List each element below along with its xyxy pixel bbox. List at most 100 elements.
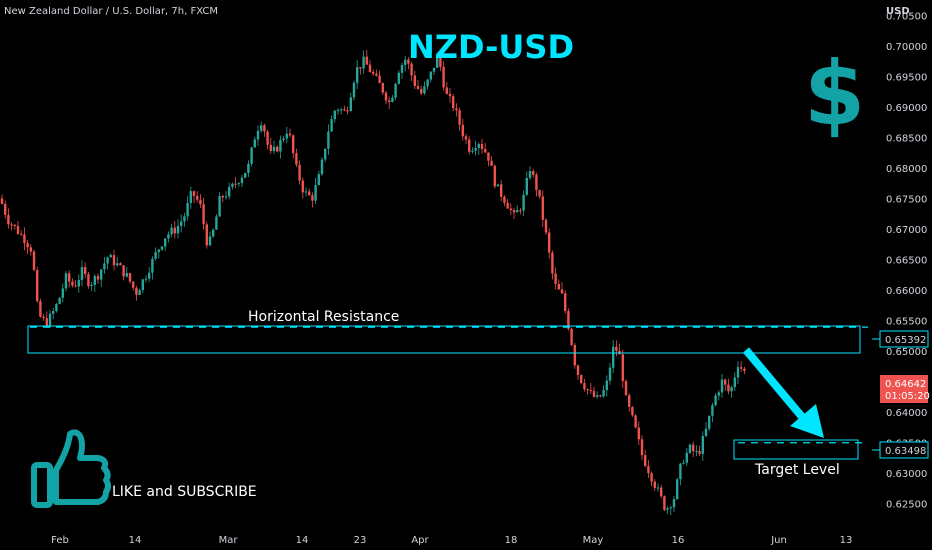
candle-body — [647, 466, 650, 474]
candle-body — [52, 310, 55, 314]
candle-body — [538, 189, 541, 197]
candle-body — [340, 109, 343, 111]
candle-body — [308, 191, 311, 196]
candle-body — [464, 136, 468, 140]
candle-body — [724, 379, 727, 385]
candle-body — [71, 281, 74, 286]
candle-body — [42, 316, 45, 319]
candle-body — [32, 251, 36, 271]
time-tick-label: 13 — [840, 535, 853, 546]
candle-body — [263, 125, 266, 132]
candle-body — [423, 86, 426, 94]
down-arrow-icon — [742, 347, 824, 438]
candle-body — [58, 297, 61, 304]
candle-body — [125, 273, 128, 277]
time-tick-label: 18 — [505, 535, 518, 546]
time-axis[interactable]: Feb 14 Mar 14 23 Apr 18 May 16 Jun 13 — [51, 535, 852, 546]
candle-body — [388, 100, 391, 102]
time-tick-label: Jun — [770, 535, 787, 546]
time-tick-label: Mar — [219, 535, 239, 546]
candle-body — [506, 202, 509, 209]
candle-body — [391, 97, 394, 102]
candle-body — [349, 97, 352, 111]
target-label: Target Level — [754, 462, 840, 478]
candle-body — [509, 208, 512, 211]
time-tick-label: 16 — [672, 535, 685, 546]
time-tick-label: May — [583, 535, 604, 546]
countdown-text: 01:05:20 — [885, 391, 930, 402]
candle-body — [692, 444, 695, 452]
candle-body — [554, 273, 557, 284]
time-tick-label: Apr — [411, 535, 429, 546]
candle-body — [266, 131, 269, 145]
candle-body — [228, 186, 231, 197]
thumbs-up-icon — [31, 429, 111, 508]
price-tick-label: 0.70500 — [886, 11, 927, 22]
candle-body — [608, 367, 612, 381]
candle-body — [80, 267, 84, 281]
candle-body — [151, 258, 154, 273]
candle-body — [298, 164, 301, 181]
candle-body — [208, 236, 212, 246]
candle-body — [378, 75, 381, 84]
candle-body — [170, 227, 173, 235]
candle-body — [77, 280, 80, 287]
time-tick-label: 14 — [129, 535, 142, 546]
candle-body — [68, 273, 71, 282]
resistance-price-badge: 0.65392 — [872, 330, 929, 348]
candle-body — [455, 108, 458, 111]
price-tick-label: 0.67500 — [886, 194, 927, 205]
candle-body — [276, 146, 279, 152]
price-tick-label: 0.62500 — [886, 500, 927, 511]
candle-body — [589, 390, 592, 392]
candle-body — [740, 367, 743, 369]
current-price-badge: 0.64642 01:05:20 — [880, 375, 930, 403]
price-axis[interactable]: 0.70500 0.70000 0.69500 0.69000 0.68500 0.680… — [886, 11, 927, 510]
candle-body — [247, 163, 250, 173]
candle-body — [346, 110, 349, 112]
candle-body — [116, 263, 119, 266]
candle-body — [141, 279, 144, 291]
candle-body — [516, 210, 519, 213]
candle-body — [244, 172, 247, 178]
candle-body — [621, 354, 624, 382]
candle-body — [528, 171, 532, 178]
candle-body — [224, 196, 228, 198]
symbol-header: New Zealand Dollar / U.S. Dollar, 7h, FX… — [4, 6, 218, 17]
candle-body — [695, 451, 698, 453]
candle-body — [580, 375, 583, 384]
candle-body — [314, 184, 317, 201]
candle-body — [154, 252, 157, 259]
price-tick-label: 0.68500 — [886, 133, 927, 144]
candle-body — [640, 439, 644, 456]
candle-body — [397, 72, 400, 84]
candle-body — [301, 180, 304, 193]
candle-body — [256, 130, 260, 140]
candle-body — [317, 174, 320, 185]
candle-body — [544, 219, 548, 233]
candle-body — [736, 367, 740, 378]
candle-body — [413, 75, 416, 87]
candle-body — [45, 318, 48, 327]
price-tick-label: 0.66000 — [886, 286, 927, 297]
candle-body — [599, 395, 602, 397]
price-tick-label: 0.69000 — [886, 103, 927, 114]
candle-body — [480, 144, 484, 150]
candle-body — [157, 249, 160, 253]
candle-body — [295, 153, 298, 165]
price-tick-label: 0.68000 — [886, 164, 927, 175]
candle-body — [250, 147, 253, 164]
candle-body — [272, 146, 276, 151]
candle-body — [215, 216, 218, 230]
price-tick-label: 0.67000 — [886, 225, 927, 236]
candle-body — [122, 265, 125, 277]
candle-body — [560, 289, 564, 294]
candle-body — [160, 246, 164, 250]
candle-body — [231, 183, 234, 187]
candle-body — [743, 368, 746, 371]
candle-body — [656, 487, 660, 489]
candle-body — [605, 380, 608, 391]
candle-body — [490, 160, 493, 166]
